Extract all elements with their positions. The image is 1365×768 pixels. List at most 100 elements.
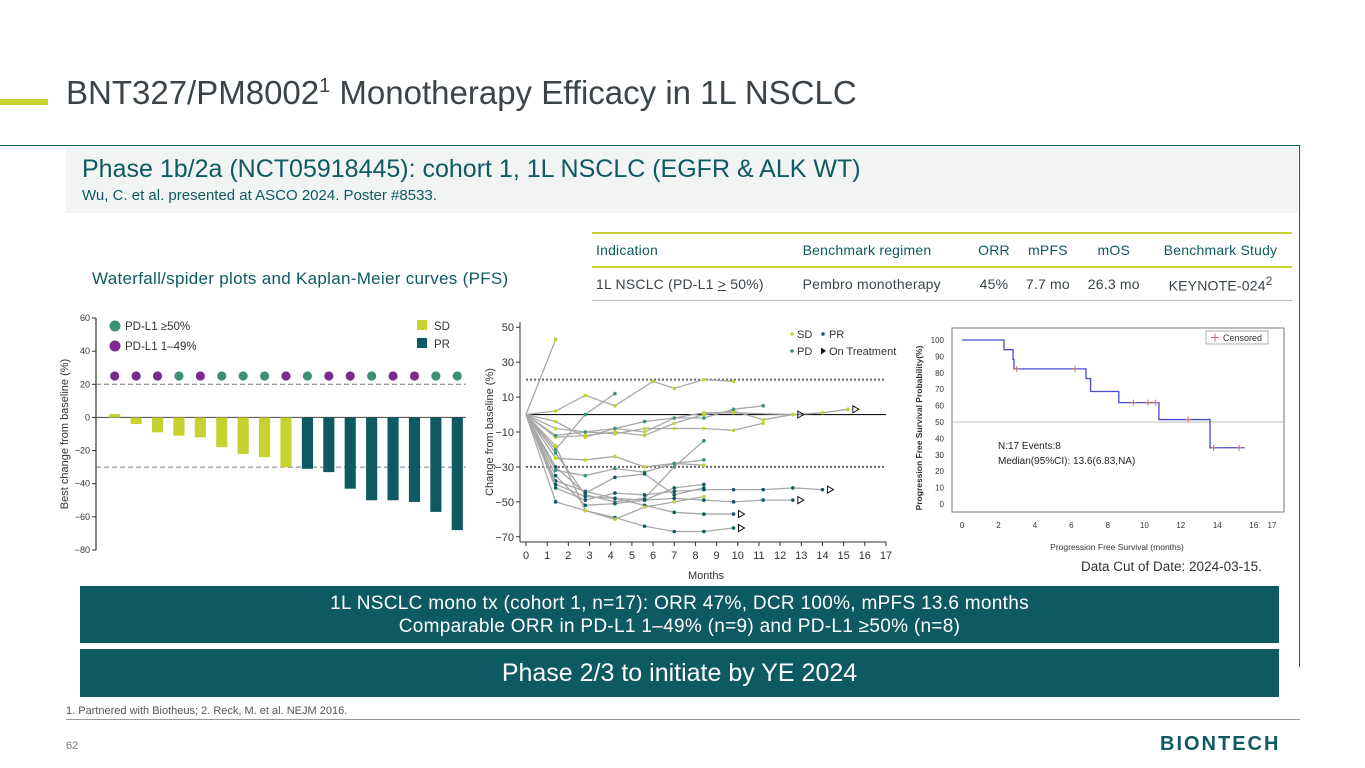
spider-point	[731, 379, 736, 384]
x-tick-label: 9	[714, 550, 720, 562]
legend-pdl1-marker	[109, 340, 121, 352]
x-tick-label: 8	[692, 550, 698, 562]
x-tick-label: 0	[523, 550, 529, 562]
spider-point	[642, 493, 647, 497]
spider-point	[672, 510, 677, 515]
x-tick-label: 0	[960, 521, 965, 530]
spider-line	[525, 393, 616, 451]
km-curve	[962, 339, 1245, 449]
spider-point	[642, 505, 647, 509]
x-tick-label: 4	[1033, 521, 1038, 530]
x-tick-label: 4	[608, 550, 614, 562]
cell-study: KEYNOTE-0242	[1149, 267, 1292, 301]
waterfall-bar	[408, 417, 421, 502]
spider-point	[731, 407, 736, 412]
y-tick-label: 30	[502, 357, 514, 369]
waterfall-bar	[259, 417, 271, 458]
spider-point	[791, 412, 795, 417]
y-tick-label: −50	[495, 497, 514, 509]
title-accent-bar	[0, 99, 48, 105]
km-annotation-median: Median(95%CI): 13.6(6.83,NA)	[998, 456, 1135, 467]
legend-response-label: PR	[434, 339, 450, 351]
spider-point	[583, 491, 588, 495]
spider-point	[672, 461, 677, 466]
spider-point	[583, 458, 588, 462]
spider-point	[702, 482, 706, 487]
x-tick-label: 8	[1106, 521, 1111, 530]
spider-point	[731, 410, 736, 415]
footer-divider	[66, 719, 1300, 720]
pdl1-marker	[131, 371, 141, 381]
x-tick-label: 7	[671, 550, 677, 562]
spider-point	[791, 486, 795, 490]
y-tick-label: 10	[502, 392, 514, 404]
spider-point	[553, 456, 558, 460]
table-row: 1L NSCLC (PD-L1 > 50%) Pembro monotherap…	[592, 267, 1292, 301]
spider-point	[642, 472, 647, 476]
spider-point	[553, 486, 558, 490]
panel-border-right	[1299, 145, 1300, 667]
spider-point	[702, 529, 706, 534]
summary-line-1: 1L NSCLC mono tx (cohort 1, n=17): ORR 4…	[330, 593, 1029, 614]
pdl1-marker	[259, 371, 270, 381]
x-tick-label: 6	[650, 550, 656, 562]
panel-border-top	[0, 145, 1300, 146]
on-treatment-marker	[738, 509, 746, 519]
y-tick-label: 50	[502, 322, 514, 334]
y-tick-label: −70	[495, 532, 514, 544]
spider-point	[583, 393, 588, 398]
x-tick-label: 2	[996, 521, 1001, 530]
km-chart: 0 10 20 30 40 50 60 70 80 90 100 0 2 4 6 8 10 12 14 16 17 Pro…	[914, 327, 1285, 552]
y-tick-label: 60	[935, 402, 944, 411]
y-axis-label: Best change from baseline (%)	[59, 359, 71, 509]
x-axis-label: Months	[688, 570, 725, 582]
pdl1-marker	[152, 371, 163, 381]
legend-pdl1-label: PD-L1 1–49%	[125, 341, 197, 353]
waterfall-bar	[130, 417, 142, 425]
y-tick-label: −60	[75, 512, 90, 522]
spider-point	[583, 494, 588, 499]
x-tick-label: 6	[1069, 521, 1074, 530]
spider-point	[761, 404, 765, 408]
legend-pd-marker	[790, 349, 794, 353]
phase-banner: Phase 2/3 to initiate by YE 2024	[80, 649, 1279, 697]
page-number: 62	[66, 740, 79, 752]
y-tick-label: 40	[80, 346, 90, 356]
x-tick-label: 17	[880, 550, 892, 562]
spider-point	[642, 465, 647, 469]
spider-point	[761, 417, 765, 422]
x-tick-label: 12	[1176, 521, 1185, 530]
spider-point	[846, 407, 850, 412]
spider-point	[761, 498, 765, 502]
spider-point	[642, 426, 647, 431]
waterfall-bar	[173, 417, 185, 436]
spider-point	[672, 426, 677, 431]
benchmark-table-header: Indication Benchmark regimen ORR mPFS mO…	[592, 232, 1292, 268]
on-treatment-marker	[738, 523, 746, 533]
x-tick-label: 1	[544, 550, 550, 562]
spider-point	[553, 426, 558, 431]
x-tick-label: 15	[838, 550, 850, 562]
spider-point	[553, 337, 558, 342]
col-header-mpfs: mPFS	[1017, 232, 1079, 268]
spider-point	[642, 524, 647, 529]
spider-point	[553, 419, 558, 424]
pdl1-marker	[281, 371, 291, 381]
waterfall-bar	[323, 417, 335, 473]
pdl1-marker	[174, 371, 184, 381]
spider-line	[525, 378, 734, 416]
legend-pr-marker	[821, 332, 825, 336]
waterfall-bar	[237, 417, 249, 454]
x-tick-label: 14	[816, 550, 828, 562]
spider-point	[761, 487, 765, 492]
subhead-box	[66, 148, 1298, 213]
pdl1-marker	[302, 371, 313, 381]
on-treatment-marker	[826, 485, 835, 494]
footnote: 1. Partnered with Biotheus; 2. Reck, M. …	[66, 705, 348, 717]
km-annotation-n: N:17 Events:8	[998, 441, 1061, 452]
pdl1-marker	[452, 371, 462, 381]
spider-point	[731, 428, 736, 433]
col-header-mos: mOS	[1078, 232, 1150, 268]
spider-point	[553, 451, 558, 455]
